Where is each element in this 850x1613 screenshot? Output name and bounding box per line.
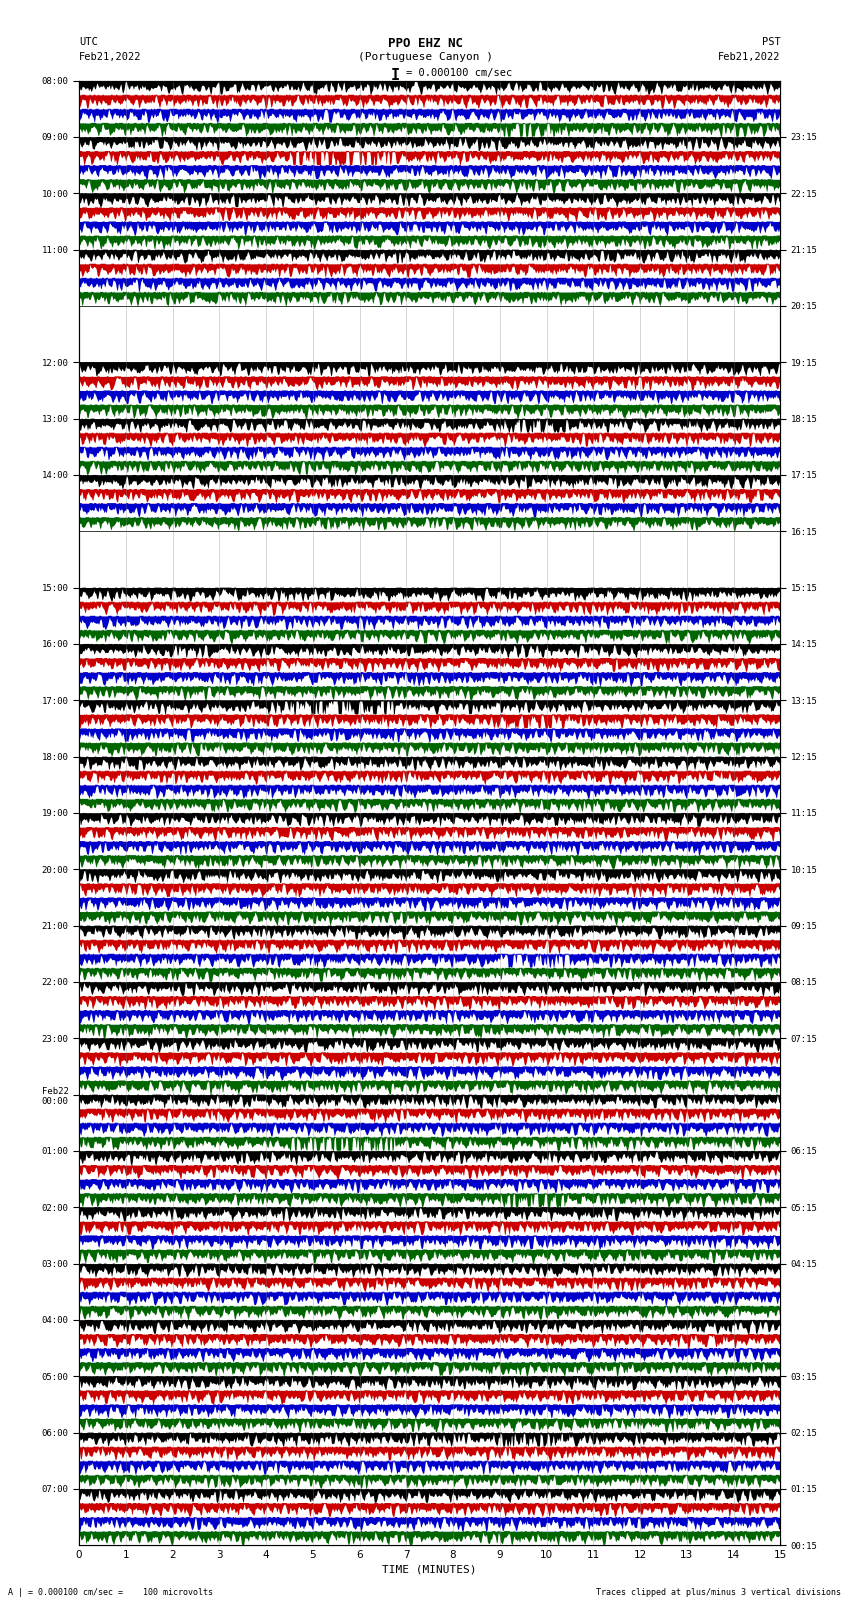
X-axis label: TIME (MINUTES): TIME (MINUTES) — [382, 1565, 477, 1574]
Text: Feb21,2022: Feb21,2022 — [79, 52, 142, 61]
Text: UTC: UTC — [79, 37, 98, 47]
Text: PST: PST — [762, 37, 780, 47]
Text: A | = 0.000100 cm/sec =    100 microvolts: A | = 0.000100 cm/sec = 100 microvolts — [8, 1587, 213, 1597]
Text: = 0.000100 cm/sec: = 0.000100 cm/sec — [406, 68, 513, 77]
Bar — [79, 306, 780, 363]
Bar — [79, 531, 780, 587]
Text: PPO EHZ NC: PPO EHZ NC — [388, 37, 462, 50]
Text: I: I — [391, 68, 399, 82]
Text: (Portuguese Canyon ): (Portuguese Canyon ) — [358, 52, 492, 61]
Text: Feb21,2022: Feb21,2022 — [717, 52, 780, 61]
Text: Traces clipped at plus/minus 3 vertical divisions: Traces clipped at plus/minus 3 vertical … — [597, 1587, 842, 1597]
